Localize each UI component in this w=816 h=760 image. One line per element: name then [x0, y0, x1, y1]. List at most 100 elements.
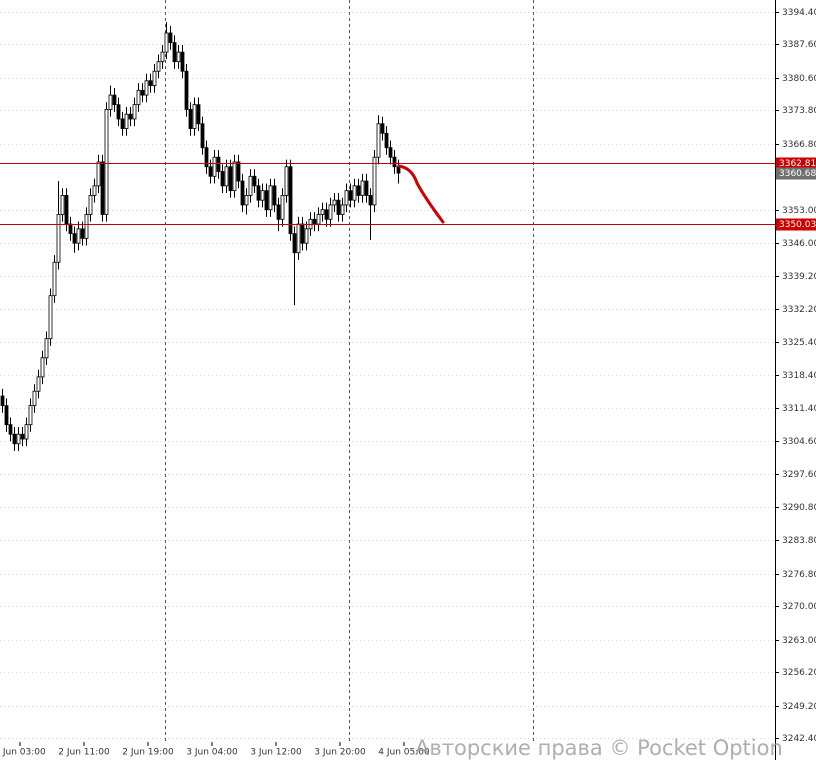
candle-body — [368, 195, 373, 206]
candle-body — [396, 166, 401, 174]
candle-body — [4, 405, 9, 426]
candle-body — [220, 171, 225, 187]
candle-body — [240, 180, 245, 206]
candle-body — [248, 175, 253, 196]
y-tick-label: 3373.80 — [782, 106, 816, 116]
candle-body — [384, 132, 389, 149]
candle-body — [212, 156, 217, 177]
y-tick-label: 3311.40 — [782, 404, 816, 414]
y-tick-label: 3387.60 — [782, 40, 816, 50]
forecast-curve — [397, 164, 445, 224]
candle-body — [344, 190, 349, 206]
candle-body — [176, 51, 181, 63]
candle-body — [392, 156, 397, 168]
candle-body — [112, 94, 117, 106]
y-tick-label: 3325.40 — [782, 338, 816, 348]
y-tick-label: 3353.00 — [782, 206, 816, 216]
candle-body — [184, 70, 189, 110]
candle-body — [124, 113, 129, 129]
candle-body — [36, 376, 41, 392]
candle-body — [72, 233, 77, 244]
candle-body — [272, 185, 277, 206]
x-tick-label: 3 Jun 20:00 — [314, 748, 366, 758]
y-tick-label: 3332.20 — [782, 305, 816, 315]
candle-body — [292, 233, 297, 254]
candle-body — [76, 228, 81, 244]
y-tick-label: 3256.20 — [782, 668, 816, 678]
candle-body — [320, 209, 325, 215]
candle-body — [88, 195, 93, 215]
candle-body — [128, 113, 133, 120]
candle-body — [284, 166, 289, 196]
y-tick-label: 3283.80 — [782, 536, 816, 546]
grid — [0, 0, 775, 742]
y-tick-label: 3276.80 — [782, 570, 816, 580]
candle-body — [356, 185, 361, 196]
candle-body — [232, 161, 237, 192]
candle-body — [92, 185, 97, 196]
y-tick-label: 3366.80 — [782, 140, 816, 150]
candle-body — [100, 161, 105, 215]
candle-body — [236, 161, 241, 182]
candle-body — [376, 123, 381, 158]
last-price-label: 3360.68 — [779, 169, 816, 179]
candle-body — [80, 228, 85, 239]
candle-body — [0, 395, 5, 406]
candle-body — [60, 195, 65, 215]
x-tick-label: 2 Jun 19:00 — [122, 748, 174, 758]
candle-body — [160, 51, 165, 63]
candle-body — [24, 424, 29, 440]
candle-body — [152, 70, 157, 86]
candle-body — [200, 123, 205, 149]
candle-body — [352, 185, 357, 201]
candle-body — [260, 190, 265, 201]
y-tick-label: 3297.60 — [782, 470, 816, 480]
candle-body — [140, 89, 145, 96]
y-tick-label: 3394.40 — [782, 8, 816, 18]
candle-body — [64, 195, 69, 225]
candle-body — [12, 433, 17, 445]
y-tick-label: 3304.60 — [782, 437, 816, 447]
candle-body — [196, 104, 201, 125]
candle-body — [16, 433, 21, 445]
watermark: Авторские права © Pocket Option — [415, 736, 783, 760]
candle-body — [288, 166, 293, 235]
candle-body — [96, 161, 101, 187]
candle-body — [164, 32, 169, 53]
candle-body — [168, 32, 173, 43]
candle-body — [380, 123, 385, 134]
x-tick-label: 3 Jun 12:00 — [250, 748, 302, 758]
candle-body — [324, 209, 329, 220]
y-tick-label: 3339.20 — [782, 272, 816, 282]
candle-body — [132, 104, 137, 120]
candle-body — [208, 166, 213, 177]
y-tick-label: 3263.00 — [782, 636, 816, 646]
candle-body — [192, 104, 197, 129]
candle-body — [348, 190, 353, 201]
candle-body — [148, 80, 153, 86]
candle-body — [360, 180, 365, 196]
candle-body — [56, 214, 61, 263]
x-tick-label: 4 Jun 05:00 — [378, 748, 430, 758]
candle-body — [372, 156, 377, 206]
candle-body — [296, 223, 301, 254]
y-tick-label: 3380.60 — [782, 74, 816, 84]
x-tick-label: 3 Jun 04:00 — [186, 748, 238, 758]
candle-body — [84, 214, 89, 239]
candle-body — [268, 185, 273, 211]
candle-body — [216, 156, 221, 172]
candles — [0, 22, 401, 451]
candle-body — [256, 185, 261, 201]
candle-body — [224, 166, 229, 187]
candle-body — [312, 218, 317, 225]
candle-body — [28, 405, 33, 426]
candle-body — [108, 94, 113, 110]
candle-body — [244, 195, 249, 206]
candle-body — [228, 166, 233, 192]
candle-body — [172, 42, 177, 63]
candle-body — [8, 424, 13, 435]
y-tick-label: 3290.80 — [782, 503, 816, 513]
candle-body — [104, 109, 109, 215]
